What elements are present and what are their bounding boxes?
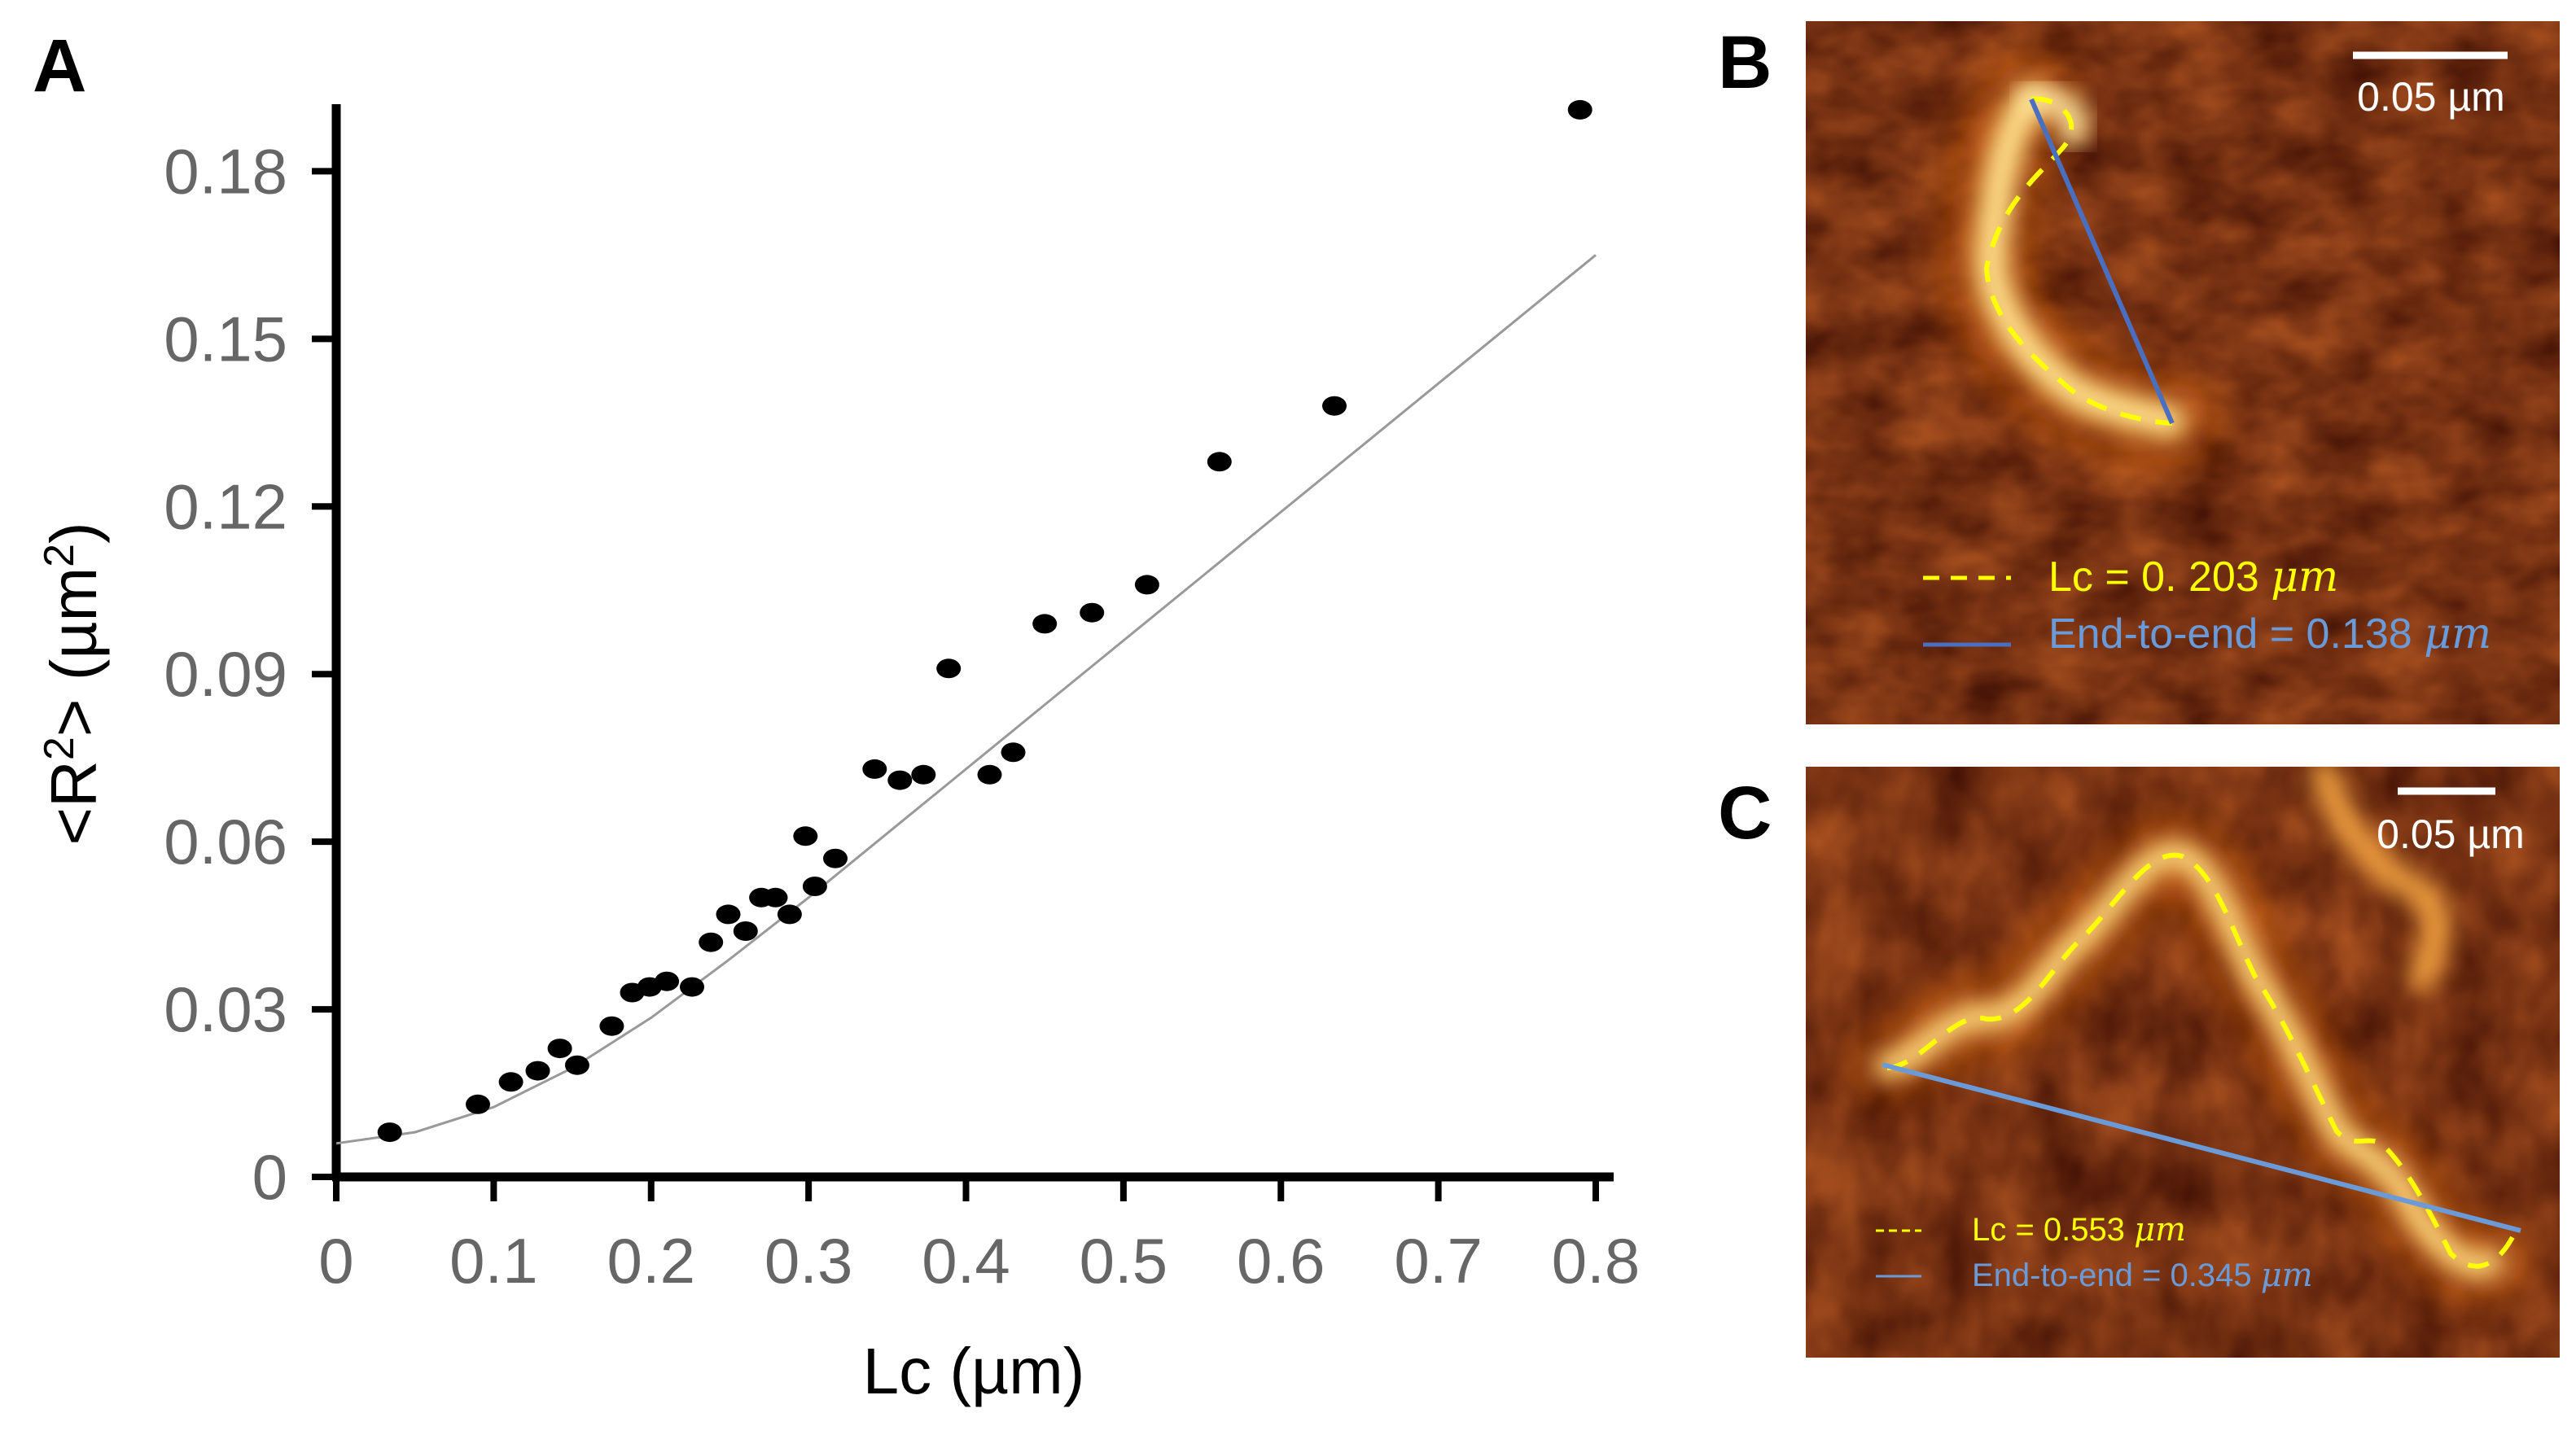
x-tick-label: 0.3 [764,1225,852,1297]
end-to-end-line-b [2029,98,2175,425]
data-point [498,1072,524,1092]
data-point [763,887,788,908]
y-tick-label: 0.12 [164,470,287,542]
scale-bar-label-b: 0.05 µm [2357,74,2505,120]
data-point [862,759,887,779]
fit-curve [335,254,1597,1145]
data-point [1080,602,1105,623]
data-point [525,1061,550,1081]
data-point [699,932,724,952]
legend-ee-label-c: End-to-end = 0.345 μm [1972,1257,2313,1294]
panel-label-a: A [33,24,86,107]
x-tick-label: 0.2 [607,1225,695,1297]
contour-length-trace-b [1983,96,2173,426]
data-point [936,658,962,679]
x-tick-label: 0.5 [1080,1225,1168,1297]
data-point [823,848,848,868]
data-point [377,1122,402,1143]
x-tick-label: 0 [318,1225,353,1297]
x-tick-label: 0.7 [1394,1225,1482,1297]
x-tick-label: 0.4 [922,1225,1010,1297]
data-point [977,764,1002,785]
y-tick-label: 0.15 [164,303,287,374]
y-tick-label: 0 [252,1141,287,1213]
scale-bar-label-c: 0.05 µm [2377,811,2525,857]
x-axis-title: Lc (µm) [863,1335,1085,1407]
legend-lc-label-b: Lc = 0. 203 μm [2048,553,2338,601]
data-point [547,1039,572,1059]
legend-ee-label-b: End-to-end = 0.138 μm [2048,610,2491,658]
x-tick-label: 0.1 [449,1225,537,1297]
panel-label-c: C [1718,772,1772,855]
data-point [1567,99,1592,120]
data-point [466,1094,490,1114]
data-point [655,971,680,991]
data-point [887,770,913,790]
data-point [1207,452,1232,472]
data-point [793,826,818,846]
x-tick-label: 0.6 [1237,1225,1325,1297]
data-point [716,904,741,925]
data-point [680,977,704,997]
data-point [1322,396,1347,416]
data-point [1134,575,1159,595]
contour-length-trace-c [1886,852,2518,1269]
afm-image-c: 0.05 µm Lc = 0.553 μm End-to-end = 0.345… [1806,767,2560,1358]
data-point [802,877,827,896]
data-point [1032,614,1058,634]
y-tick-label: 0.09 [164,638,287,710]
y-tick-label: 0.06 [164,806,287,877]
end-to-end-line-c [1882,1062,2521,1233]
data-point [564,1055,589,1075]
scatter-chart: 0 0.03 0.06 0.09 0.12 0.15 0.18 0 0.1 0.2 0.3 0.4 0… [36,99,1640,1407]
data-point [599,1016,624,1036]
y-tick-label: 0.03 [164,973,287,1045]
data-point [733,921,758,941]
panel-label-b: B [1718,21,1772,104]
legend-lc-label-c: Lc = 0.553 μm [1972,1211,2186,1249]
data-point [911,764,936,785]
data-point [777,904,802,925]
afm-image-b: 0.05 µm Lc = 0. 203 μm End-to-end = 0.13… [1806,21,2560,724]
data-point [1001,742,1026,763]
x-tick-label: 0.8 [1552,1225,1640,1297]
y-tick-label: 0.18 [164,135,287,207]
y-axis-title: <R2> (µm2) [36,522,110,845]
